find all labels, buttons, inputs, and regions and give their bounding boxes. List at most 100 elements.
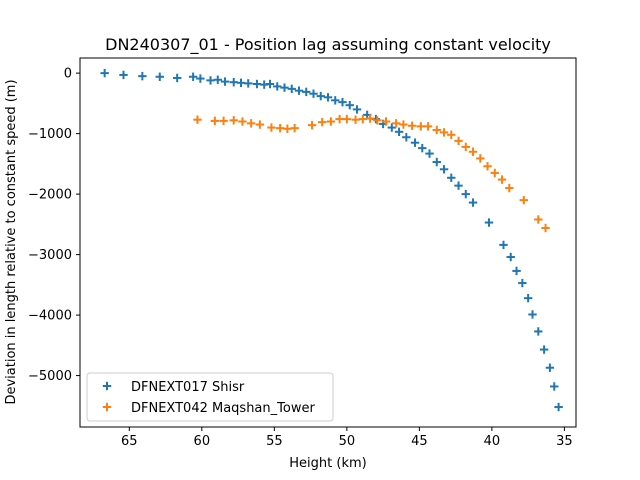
data-point <box>323 93 333 102</box>
data-point <box>265 79 275 89</box>
data-point <box>534 215 543 224</box>
data-point <box>439 165 449 174</box>
data-point <box>352 105 362 114</box>
data-point <box>358 114 368 124</box>
data-point <box>255 120 265 129</box>
data-point <box>210 116 220 126</box>
data-point <box>416 122 426 131</box>
y-tick-label: −5000 <box>28 369 72 384</box>
data-point <box>402 133 411 142</box>
data-point <box>365 114 375 123</box>
x-tick-label: 55 <box>266 434 283 449</box>
data-point <box>316 91 325 101</box>
data-point <box>307 120 317 130</box>
x-tick-label: 65 <box>121 434 138 449</box>
data-point <box>213 75 222 84</box>
data-point <box>193 115 202 124</box>
data-point <box>317 117 327 127</box>
legend-box <box>86 372 334 422</box>
data-point <box>229 116 238 125</box>
data-point <box>499 240 508 250</box>
y-axis-label: Deviation in length relative to constant… <box>4 79 19 404</box>
y-tick-label: −2000 <box>28 188 72 203</box>
data-point <box>302 87 311 97</box>
plot-area <box>100 68 563 412</box>
data-point <box>550 382 559 391</box>
data-point <box>461 142 470 152</box>
data-point <box>518 278 527 288</box>
data-point <box>539 345 549 354</box>
data-point <box>196 74 205 83</box>
data-point <box>275 123 285 133</box>
data-point <box>497 175 507 184</box>
data-point <box>294 86 304 95</box>
data-point <box>523 293 533 303</box>
data-point <box>461 189 470 199</box>
data-point <box>545 363 555 372</box>
data-point <box>490 168 499 178</box>
data-point <box>373 116 382 125</box>
data-point <box>506 252 515 262</box>
data-point <box>338 97 347 107</box>
data-point <box>468 147 478 156</box>
x-tick-label: 50 <box>339 434 356 449</box>
x-tick-label: 45 <box>411 434 428 449</box>
data-point <box>287 84 296 94</box>
data-point <box>447 173 456 182</box>
data-point <box>432 157 441 167</box>
data-point <box>206 76 215 85</box>
plot-frame <box>79 57 577 428</box>
data-point <box>505 183 514 193</box>
legend-marker <box>102 381 112 391</box>
data-point <box>519 195 528 205</box>
series-2 <box>193 114 550 233</box>
data-point <box>335 114 344 124</box>
y-tick-label: −4000 <box>28 309 72 324</box>
data-point <box>483 162 492 171</box>
series-1 <box>100 68 563 412</box>
data-point <box>119 70 128 80</box>
x-axis: 65 60 55 50 45 40 35 <box>121 427 573 449</box>
data-point <box>484 218 494 227</box>
y-axis: 0 −1000 −2000 −3000 −4000 −5000 <box>28 67 80 384</box>
data-point <box>454 181 463 190</box>
data-point <box>534 327 543 336</box>
data-point <box>381 117 391 126</box>
data-point <box>351 115 360 124</box>
x-tick-label: 35 <box>556 434 573 449</box>
y-tick-label: −1000 <box>28 127 72 142</box>
data-point <box>399 120 408 129</box>
data-point <box>345 100 354 110</box>
data-point <box>476 154 485 163</box>
data-point <box>283 124 292 133</box>
data-point <box>244 79 253 88</box>
x-axis-label: Height (km) <box>289 456 366 471</box>
data-point <box>410 138 420 147</box>
data-point <box>219 116 228 126</box>
data-point <box>423 122 433 131</box>
data-point <box>454 136 463 146</box>
chart-title: DN240307_01 - Position lag assuming cons… <box>105 35 551 55</box>
legend-marker <box>102 402 112 412</box>
x-tick-label: 60 <box>194 434 211 449</box>
data-point <box>418 143 427 153</box>
data-point <box>512 266 521 276</box>
data-point <box>394 127 404 136</box>
data-point <box>309 89 318 98</box>
data-point <box>236 78 246 88</box>
legend-entry: DFNEXT017 Shisr <box>102 380 245 395</box>
data-point <box>425 149 434 158</box>
data-point <box>138 71 147 81</box>
legend-entries: DFNEXT017 Shisr DFNEXT042 Maqshan_Tower <box>102 380 315 416</box>
data-point <box>391 119 401 128</box>
legend-label: DFNEXT017 Shisr <box>131 380 245 395</box>
data-point <box>273 82 282 91</box>
data-point <box>172 73 182 83</box>
data-point <box>326 117 336 126</box>
data-point <box>528 310 537 319</box>
data-point <box>554 402 563 412</box>
legend: DFNEXT017 Shisr DFNEXT042 Maqshan_Tower <box>86 372 334 422</box>
data-point <box>387 123 397 132</box>
data-point <box>447 130 456 140</box>
